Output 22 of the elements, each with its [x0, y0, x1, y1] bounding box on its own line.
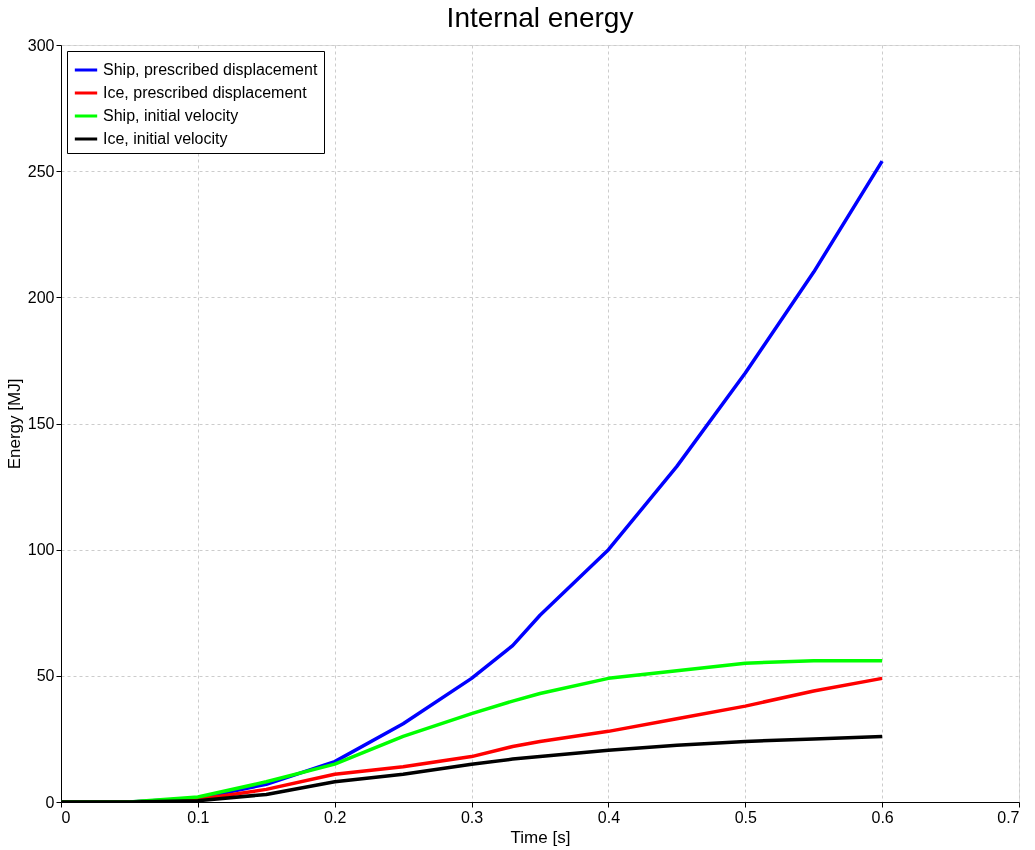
legend-label: Ship, prescribed displacement: [103, 61, 318, 78]
x-tick-label: 0.4: [597, 808, 621, 826]
y-tick-label: 50: [36, 667, 55, 685]
x-tick-label: 0: [61, 808, 71, 826]
y-tick-label: 100: [27, 541, 55, 559]
x-tick-label: 0.5: [734, 808, 757, 826]
y-tick-label: 0: [45, 793, 55, 811]
chart-title: Internal energy: [446, 2, 634, 33]
legend-label: Ice, prescribed displacement: [103, 84, 308, 101]
x-axis-title: Time [s]: [510, 827, 571, 847]
legend-label: Ship, initial velocity: [103, 107, 239, 124]
x-tick-label: 0.3: [460, 808, 484, 826]
x-tick-label: 0.1: [187, 808, 210, 826]
y-tick-label: 150: [27, 415, 55, 432]
y-tick-label: 250: [27, 162, 55, 180]
y-axis-title: Energy [MJ]: [4, 378, 24, 470]
x-tick-label: 0.2: [324, 808, 347, 826]
x-tick-label: 0.7: [997, 808, 1020, 826]
y-tick-label: 200: [27, 288, 55, 306]
legend-label: Ice, initial velocity: [103, 130, 228, 147]
x-tick-label: 0.6: [871, 808, 894, 826]
y-tick-label: 300: [27, 36, 55, 54]
